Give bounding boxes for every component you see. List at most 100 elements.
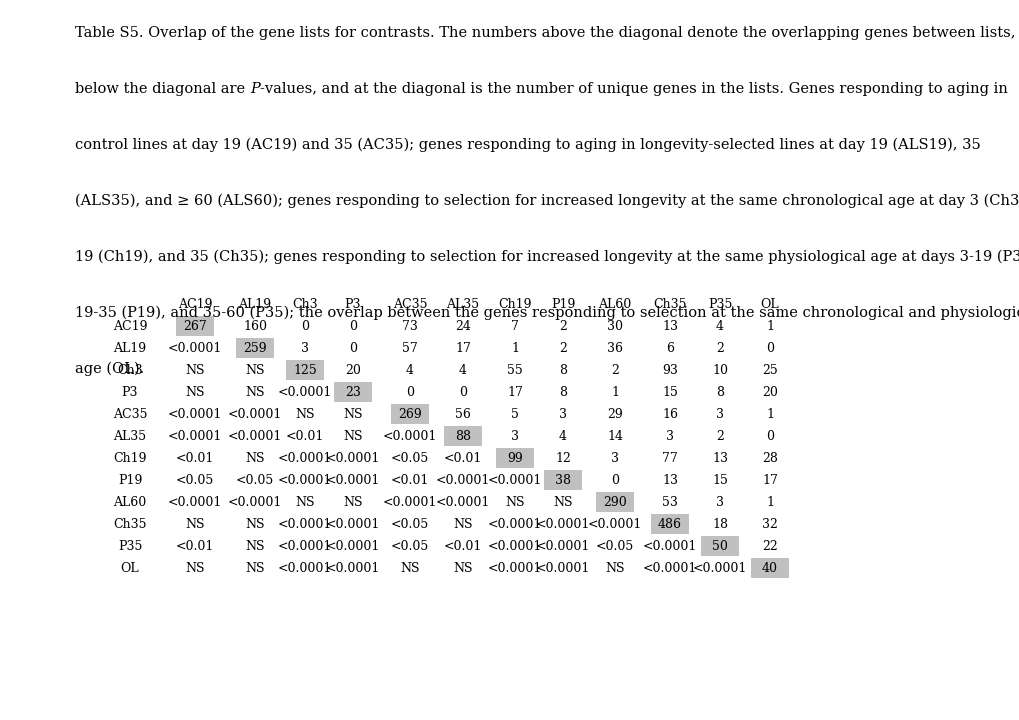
Text: 12: 12 xyxy=(554,451,571,464)
Text: AL19: AL19 xyxy=(238,297,271,310)
Text: 2: 2 xyxy=(715,430,723,443)
Text: <0.01: <0.01 xyxy=(390,474,429,487)
Text: <0.05: <0.05 xyxy=(175,474,214,487)
Text: 125: 125 xyxy=(292,364,317,377)
Text: Ch35: Ch35 xyxy=(652,297,686,310)
Text: 23: 23 xyxy=(344,385,361,398)
Text: NS: NS xyxy=(294,408,315,420)
Text: AL19: AL19 xyxy=(113,341,147,354)
Text: 30: 30 xyxy=(606,320,623,333)
Text: 17: 17 xyxy=(454,341,471,354)
Text: 3: 3 xyxy=(301,341,309,354)
Text: NS: NS xyxy=(604,562,624,575)
Text: 40: 40 xyxy=(761,562,777,575)
Text: 2: 2 xyxy=(715,341,723,354)
Text: AL35: AL35 xyxy=(113,430,147,443)
Text: <0.0001: <0.0001 xyxy=(535,518,590,531)
Text: 93: 93 xyxy=(661,364,678,377)
Text: 486: 486 xyxy=(657,518,682,531)
Text: AL60: AL60 xyxy=(113,495,147,508)
Text: 0: 0 xyxy=(348,320,357,333)
Text: <0.0001: <0.0001 xyxy=(325,562,380,575)
Bar xyxy=(333,382,372,402)
Text: control lines at day 19 (AC19) and 35 (AC35); genes responding to aging in longe: control lines at day 19 (AC19) and 35 (A… xyxy=(75,138,980,152)
Text: <0.0001: <0.0001 xyxy=(435,495,490,508)
Text: 290: 290 xyxy=(602,495,627,508)
Text: 13: 13 xyxy=(661,474,678,487)
Text: 160: 160 xyxy=(243,320,267,333)
Text: 0: 0 xyxy=(406,385,414,398)
Text: 4: 4 xyxy=(558,430,567,443)
Text: 20: 20 xyxy=(344,364,361,377)
Bar xyxy=(750,558,789,578)
Text: 25: 25 xyxy=(761,364,777,377)
Text: <0.0001: <0.0001 xyxy=(325,474,380,487)
Text: 5: 5 xyxy=(511,408,519,420)
Text: 6: 6 xyxy=(665,341,674,354)
Text: NS: NS xyxy=(185,518,205,531)
Text: 0: 0 xyxy=(765,430,773,443)
Text: Table S5. Overlap of the gene lists for contrasts. The numbers above the diagona: Table S5. Overlap of the gene lists for … xyxy=(75,26,1015,40)
Bar xyxy=(700,536,739,556)
Bar xyxy=(595,492,634,512)
Text: P3: P3 xyxy=(121,385,139,398)
Text: 1: 1 xyxy=(765,408,773,420)
Text: 17: 17 xyxy=(506,385,523,398)
Text: 3: 3 xyxy=(610,451,619,464)
Text: OL: OL xyxy=(760,297,779,310)
Text: P3: P3 xyxy=(344,297,361,310)
Text: NS: NS xyxy=(245,539,265,552)
Text: <0.0001: <0.0001 xyxy=(227,430,282,443)
Text: 19 (Ch19), and 35 (Ch35); genes responding to selection for increased longevity : 19 (Ch19), and 35 (Ch35); genes respondi… xyxy=(75,250,1019,264)
Text: 28: 28 xyxy=(761,451,777,464)
Bar xyxy=(650,514,688,534)
Text: <0.0001: <0.0001 xyxy=(642,539,697,552)
Text: AL35: AL35 xyxy=(446,297,479,310)
Text: 3: 3 xyxy=(511,430,519,443)
Text: <0.0001: <0.0001 xyxy=(382,495,437,508)
Text: NS: NS xyxy=(185,562,205,575)
Text: 4: 4 xyxy=(715,320,723,333)
Text: 20: 20 xyxy=(761,385,777,398)
Text: 29: 29 xyxy=(606,408,623,420)
Text: AL60: AL60 xyxy=(598,297,631,310)
Text: 4: 4 xyxy=(459,364,467,377)
Text: 38: 38 xyxy=(554,474,571,487)
Text: <0.05: <0.05 xyxy=(390,451,429,464)
Text: Ch19: Ch19 xyxy=(497,297,531,310)
Text: 0: 0 xyxy=(610,474,619,487)
Text: 88: 88 xyxy=(454,430,471,443)
Text: <0.0001: <0.0001 xyxy=(277,385,332,398)
Text: NS: NS xyxy=(245,562,265,575)
Text: <0.05: <0.05 xyxy=(595,539,634,552)
Text: 99: 99 xyxy=(506,451,523,464)
Text: 15: 15 xyxy=(711,474,728,487)
Text: NS: NS xyxy=(343,408,363,420)
Text: <0.0001: <0.0001 xyxy=(277,562,332,575)
Text: 24: 24 xyxy=(454,320,471,333)
Text: 0: 0 xyxy=(459,385,467,398)
Text: 8: 8 xyxy=(715,385,723,398)
Text: <0.0001: <0.0001 xyxy=(487,518,542,531)
Text: AC19: AC19 xyxy=(113,320,147,333)
Text: AC35: AC35 xyxy=(113,408,147,420)
Text: OL: OL xyxy=(120,562,140,575)
Text: NS: NS xyxy=(504,495,524,508)
Text: Ch3: Ch3 xyxy=(117,364,143,377)
Text: 0: 0 xyxy=(301,320,309,333)
Text: 53: 53 xyxy=(661,495,678,508)
Text: NS: NS xyxy=(245,364,265,377)
Text: Ch35: Ch35 xyxy=(113,518,147,531)
Bar xyxy=(443,426,482,446)
Text: below the diagonal are: below the diagonal are xyxy=(75,82,250,96)
Text: <0.0001: <0.0001 xyxy=(168,430,222,443)
Text: P19: P19 xyxy=(550,297,575,310)
Text: <0.01: <0.01 xyxy=(443,539,482,552)
Text: 57: 57 xyxy=(401,341,418,354)
Text: 8: 8 xyxy=(558,385,567,398)
Text: 3: 3 xyxy=(558,408,567,420)
Text: NS: NS xyxy=(399,562,420,575)
Text: NS: NS xyxy=(452,562,472,575)
Text: 16: 16 xyxy=(661,408,678,420)
Text: 3: 3 xyxy=(665,430,674,443)
